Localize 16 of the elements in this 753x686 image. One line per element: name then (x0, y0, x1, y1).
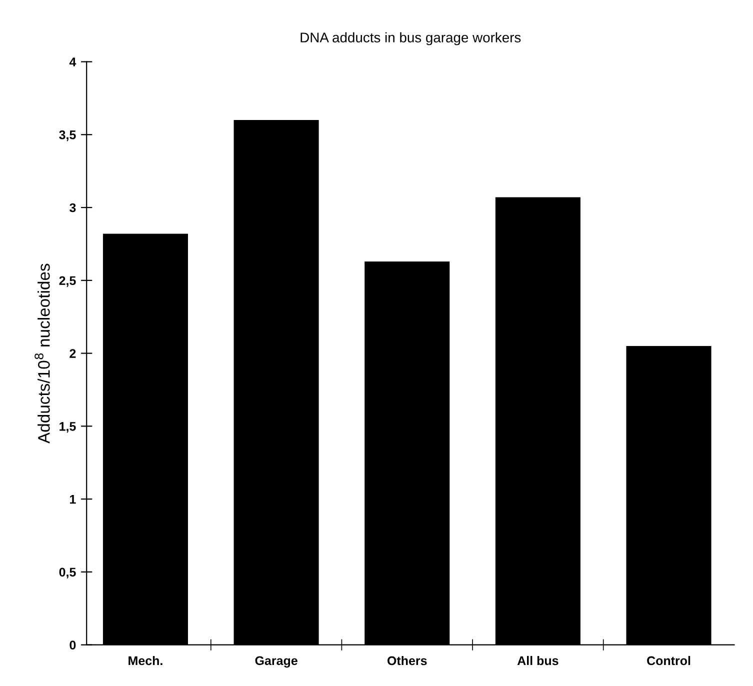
y-tick-label: 3 (70, 203, 76, 212)
y-tick-label: 1,5 (60, 422, 76, 433)
y-axis-title: Adducts/10$^{8}$ nucleotides (34, 264, 50, 444)
y-tick-label: 0 (70, 640, 76, 650)
y-tick-label: 1 (70, 494, 76, 504)
y-tick-label: 0,5 (59, 568, 76, 578)
x-tick-label: All bus (517, 656, 558, 666)
y-tick-label: 2 (70, 349, 76, 358)
chart-title: DNA adducts in bus garage workers (300, 32, 521, 46)
x-tick-label: Control (647, 656, 690, 666)
y-tick-label: 3,5 (59, 130, 76, 142)
x-tick-label: Others (387, 656, 427, 666)
x-tick-label: Garage (255, 656, 298, 668)
y-tick-label: 2,5 (59, 276, 76, 287)
y-tick-label: 4 (69, 58, 76, 66)
x-tick-label: Mech. (128, 656, 162, 666)
